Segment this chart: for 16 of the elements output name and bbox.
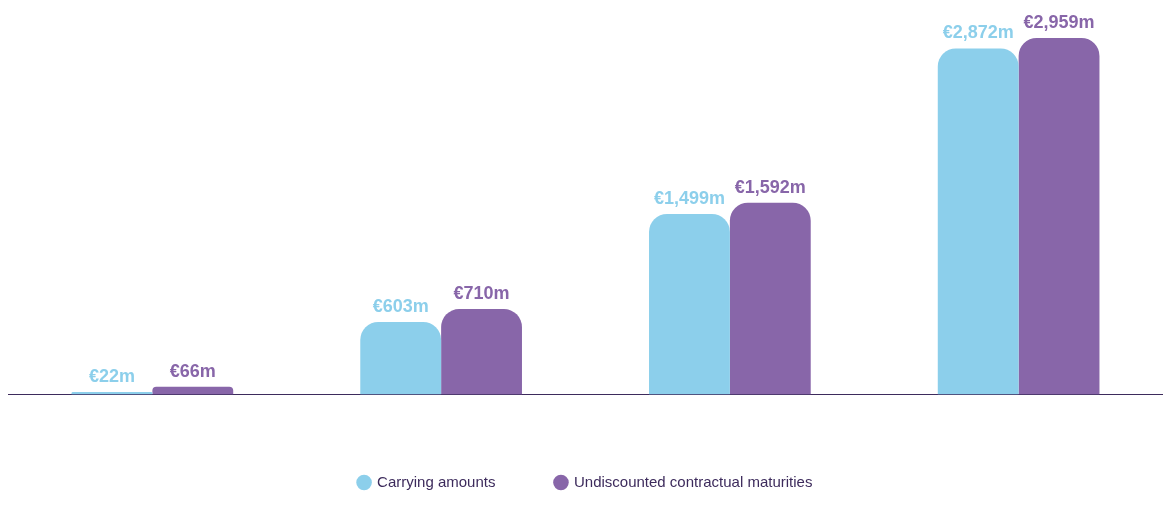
bar	[937, 48, 1019, 395]
data-label: €22m	[88, 365, 135, 386]
legend-label: Carrying amounts	[377, 472, 496, 490]
data-label: €710m	[453, 282, 510, 303]
bar	[360, 321, 442, 395]
bar	[441, 309, 522, 395]
data-label: €603m	[372, 295, 429, 316]
data-label: €2,959m	[1023, 11, 1095, 32]
data-label: €1,592m	[734, 176, 806, 197]
data-label: €1,499m	[653, 187, 725, 208]
legend-label: Undiscounted contractual maturities	[573, 472, 813, 490]
bar	[649, 213, 730, 395]
data-label: €66m	[169, 360, 216, 381]
data-label: €2,872m	[942, 22, 1014, 43]
bar	[729, 202, 811, 395]
bar	[1018, 37, 1100, 395]
